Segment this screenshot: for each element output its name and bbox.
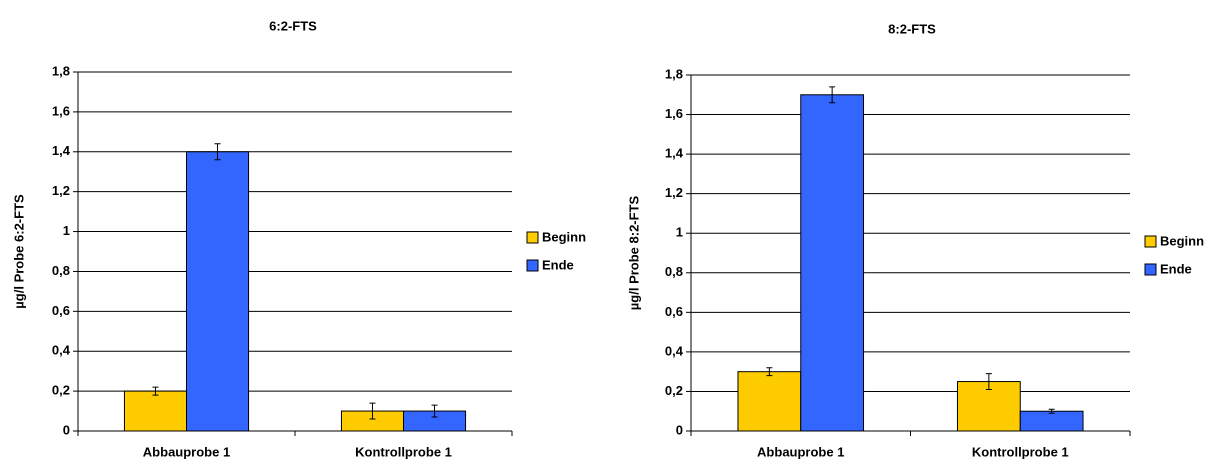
legend-swatch [1144,235,1157,248]
legend-label: Beginn [1160,233,1204,248]
y-tick-label: 1,4 [665,146,684,161]
chart-title: 8:2-FTS [888,21,936,36]
legend-swatch [526,259,539,272]
bar [186,151,250,432]
y-tick-label: 1 [676,225,683,240]
x-tick-label: Kontrollprobe 1 [972,444,1069,459]
y-tick-label: 0,2 [665,383,683,398]
legend-label: Ende [1160,261,1192,276]
legend-swatch [526,231,539,244]
error-bar [369,402,376,420]
y-tick-label: 1,8 [665,66,683,81]
legend-label: Ende [542,257,574,272]
y-tick-label: 0 [676,422,683,437]
error-bar [829,86,836,104]
y-tick-label: 0,4 [52,343,71,358]
y-axis-label: µg/l Probe 8:2-FTS [626,195,641,310]
error-bar [214,143,221,161]
y-tick-label: 1,6 [52,103,70,118]
error-bar [985,373,992,390]
y-tick-label: 0 [63,422,70,437]
y-tick-label: 0,8 [52,263,70,278]
legend-label: Beginn [542,229,586,244]
y-tick-label: 1 [63,223,70,238]
y-tick-label: 1,2 [665,185,683,200]
error-bar [152,386,159,396]
legend-swatch [1144,263,1157,276]
y-tick-label: 1,8 [52,63,70,78]
x-tick-label: Abbauprobe 1 [757,444,844,459]
bar [1019,410,1084,432]
y-tick-label: 0,6 [665,304,683,319]
y-tick-label: 1,6 [665,106,683,121]
bar [800,94,865,432]
y-tick-label: 0,6 [52,303,70,318]
error-bar [431,404,438,418]
bar [123,390,188,432]
y-axis-label: µg/l Probe 6:2-FTS [11,194,26,309]
y-tick-label: 0,2 [52,383,70,398]
error-bar [1048,408,1055,414]
y-tick-label: 1,4 [52,143,71,158]
bar [737,371,802,432]
x-tick-label: Abbauprobe 1 [143,444,230,459]
y-tick-label: 0,8 [665,264,683,279]
y-tick-label: 1,2 [52,183,70,198]
error-bar [766,367,773,377]
chart-title: 6:2-FTS [269,18,317,33]
y-tick-label: 0,4 [665,343,684,358]
x-tick-label: Kontrollprobe 1 [355,444,452,459]
